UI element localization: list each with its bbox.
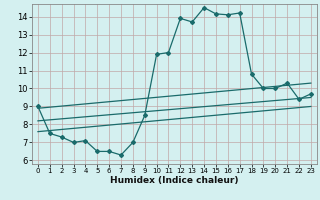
X-axis label: Humidex (Indice chaleur): Humidex (Indice chaleur) xyxy=(110,176,239,185)
